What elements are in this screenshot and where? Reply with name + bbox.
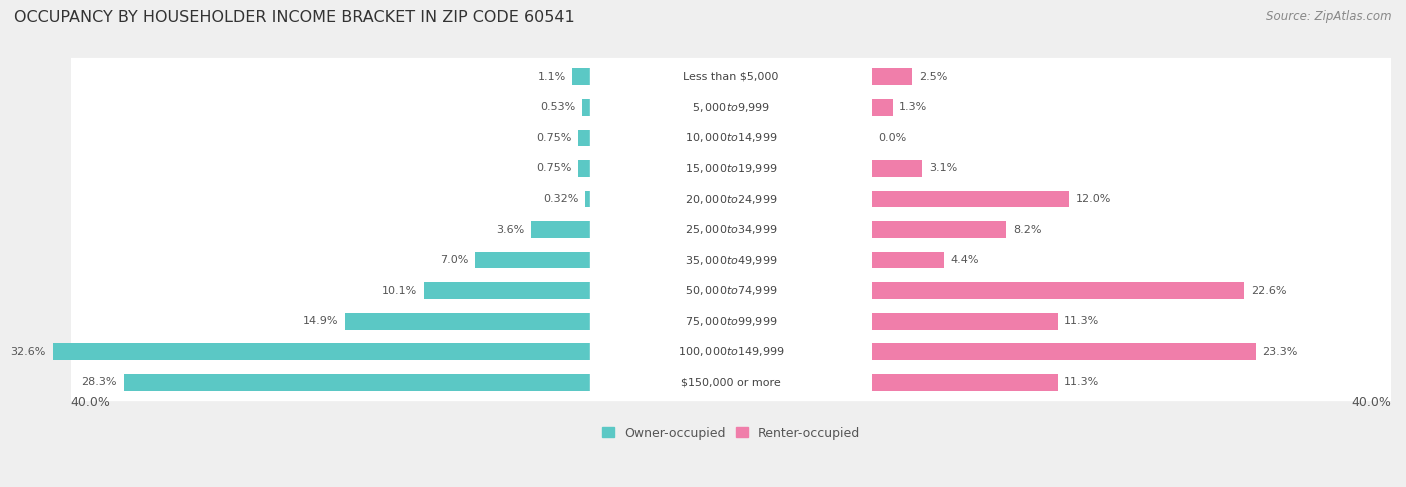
FancyBboxPatch shape <box>589 281 872 300</box>
Text: $25,000 to $34,999: $25,000 to $34,999 <box>685 223 778 236</box>
Text: 40.0%: 40.0% <box>70 395 111 409</box>
Text: $5,000 to $9,999: $5,000 to $9,999 <box>692 101 770 114</box>
FancyBboxPatch shape <box>69 150 1393 187</box>
Text: 0.32%: 0.32% <box>543 194 579 204</box>
FancyBboxPatch shape <box>69 272 1393 310</box>
FancyBboxPatch shape <box>589 373 872 392</box>
Text: $75,000 to $99,999: $75,000 to $99,999 <box>685 315 778 328</box>
Text: 3.1%: 3.1% <box>929 164 957 173</box>
Text: $20,000 to $24,999: $20,000 to $24,999 <box>685 192 778 206</box>
FancyBboxPatch shape <box>589 311 872 331</box>
Bar <box>582 99 591 116</box>
Text: $15,000 to $19,999: $15,000 to $19,999 <box>685 162 778 175</box>
Text: 12.0%: 12.0% <box>1076 194 1111 204</box>
Bar <box>344 313 591 330</box>
Text: Source: ZipAtlas.com: Source: ZipAtlas.com <box>1267 10 1392 23</box>
Bar <box>124 374 591 391</box>
Text: Less than $5,000: Less than $5,000 <box>683 72 779 82</box>
Text: $35,000 to $49,999: $35,000 to $49,999 <box>685 254 778 266</box>
Text: 0.53%: 0.53% <box>540 102 575 112</box>
Text: OCCUPANCY BY HOUSEHOLDER INCOME BRACKET IN ZIP CODE 60541: OCCUPANCY BY HOUSEHOLDER INCOME BRACKET … <box>14 10 575 25</box>
FancyBboxPatch shape <box>69 58 1393 96</box>
Text: 40.0%: 40.0% <box>1351 395 1391 409</box>
Bar <box>52 343 591 360</box>
Bar <box>572 69 591 85</box>
FancyBboxPatch shape <box>589 220 872 240</box>
Text: 0.0%: 0.0% <box>877 133 905 143</box>
FancyBboxPatch shape <box>589 159 872 178</box>
Text: 0.75%: 0.75% <box>536 164 572 173</box>
Bar <box>578 130 591 146</box>
Text: 14.9%: 14.9% <box>302 316 339 326</box>
FancyBboxPatch shape <box>589 67 872 87</box>
Bar <box>872 374 1057 391</box>
FancyBboxPatch shape <box>69 302 1393 340</box>
Bar <box>425 282 591 299</box>
FancyBboxPatch shape <box>589 189 872 209</box>
Text: 8.2%: 8.2% <box>1014 225 1042 235</box>
Text: 0.75%: 0.75% <box>536 133 572 143</box>
Text: 3.6%: 3.6% <box>496 225 524 235</box>
FancyBboxPatch shape <box>69 333 1393 371</box>
FancyBboxPatch shape <box>69 241 1393 279</box>
FancyBboxPatch shape <box>69 89 1393 126</box>
Legend: Owner-occupied, Renter-occupied: Owner-occupied, Renter-occupied <box>596 422 865 445</box>
FancyBboxPatch shape <box>589 128 872 148</box>
Bar <box>872 69 912 85</box>
Bar <box>578 160 591 177</box>
Text: 10.1%: 10.1% <box>382 286 418 296</box>
FancyBboxPatch shape <box>69 210 1393 248</box>
Text: 1.1%: 1.1% <box>537 72 565 82</box>
Bar <box>585 190 591 207</box>
Bar <box>872 190 1069 207</box>
Bar <box>475 252 591 268</box>
Text: 4.4%: 4.4% <box>950 255 979 265</box>
FancyBboxPatch shape <box>589 342 872 362</box>
Bar <box>531 221 591 238</box>
Text: 2.5%: 2.5% <box>920 72 948 82</box>
Bar <box>872 99 893 116</box>
Text: $100,000 to $149,999: $100,000 to $149,999 <box>678 345 785 358</box>
FancyBboxPatch shape <box>69 180 1393 218</box>
FancyBboxPatch shape <box>69 363 1393 401</box>
Bar <box>872 313 1057 330</box>
FancyBboxPatch shape <box>69 119 1393 157</box>
Text: 22.6%: 22.6% <box>1251 286 1286 296</box>
Text: 28.3%: 28.3% <box>82 377 117 387</box>
Bar <box>872 252 943 268</box>
Text: 11.3%: 11.3% <box>1064 377 1099 387</box>
Text: 11.3%: 11.3% <box>1064 316 1099 326</box>
Text: 7.0%: 7.0% <box>440 255 468 265</box>
Text: 32.6%: 32.6% <box>11 347 46 356</box>
Bar <box>872 343 1256 360</box>
Bar <box>872 282 1244 299</box>
Text: $50,000 to $74,999: $50,000 to $74,999 <box>685 284 778 297</box>
FancyBboxPatch shape <box>589 250 872 270</box>
FancyBboxPatch shape <box>589 97 872 117</box>
Text: $10,000 to $14,999: $10,000 to $14,999 <box>685 131 778 145</box>
Bar <box>872 160 922 177</box>
Bar <box>872 221 1007 238</box>
Text: 23.3%: 23.3% <box>1263 347 1298 356</box>
Text: $150,000 or more: $150,000 or more <box>681 377 780 387</box>
Text: 1.3%: 1.3% <box>900 102 928 112</box>
